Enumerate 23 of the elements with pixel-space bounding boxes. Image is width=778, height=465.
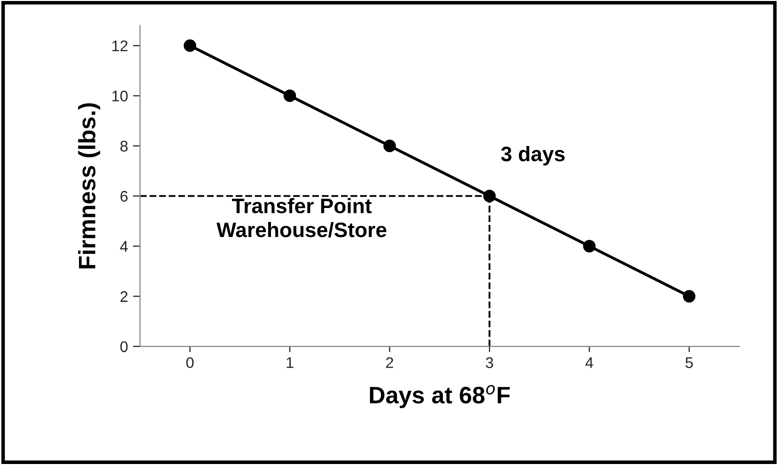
y-tick-label: 2 [120,291,128,302]
point [383,140,396,152]
y-tick-label: 6 [120,190,128,202]
x-axis-title: Days at 68$^{o}$F [370,384,510,408]
y-tick-label: 0 [120,341,128,352]
x-tick-label: 3 [486,357,494,368]
point [483,190,496,202]
y-tick-label: 8 [120,140,128,152]
y-tick-label: 12 [112,40,128,52]
x-tick-label: 2 [386,357,394,368]
y-tick-label: 4 [120,241,128,252]
annotation: 3 days [501,146,565,166]
point [583,240,596,252]
x-tick-label: 0 [186,357,194,368]
point [284,90,296,102]
point [682,290,696,303]
point [184,39,196,52]
x-tick-label: 4 [585,357,594,368]
annotation: Transfer Point Warehouse/Store [216,198,386,238]
y-axis-title: Firmness (lbs.) [78,103,100,268]
x-tick-label: 1 [286,357,294,368]
x-tick-label: 5 [686,357,693,368]
y-tick-label: 10 [112,90,128,102]
